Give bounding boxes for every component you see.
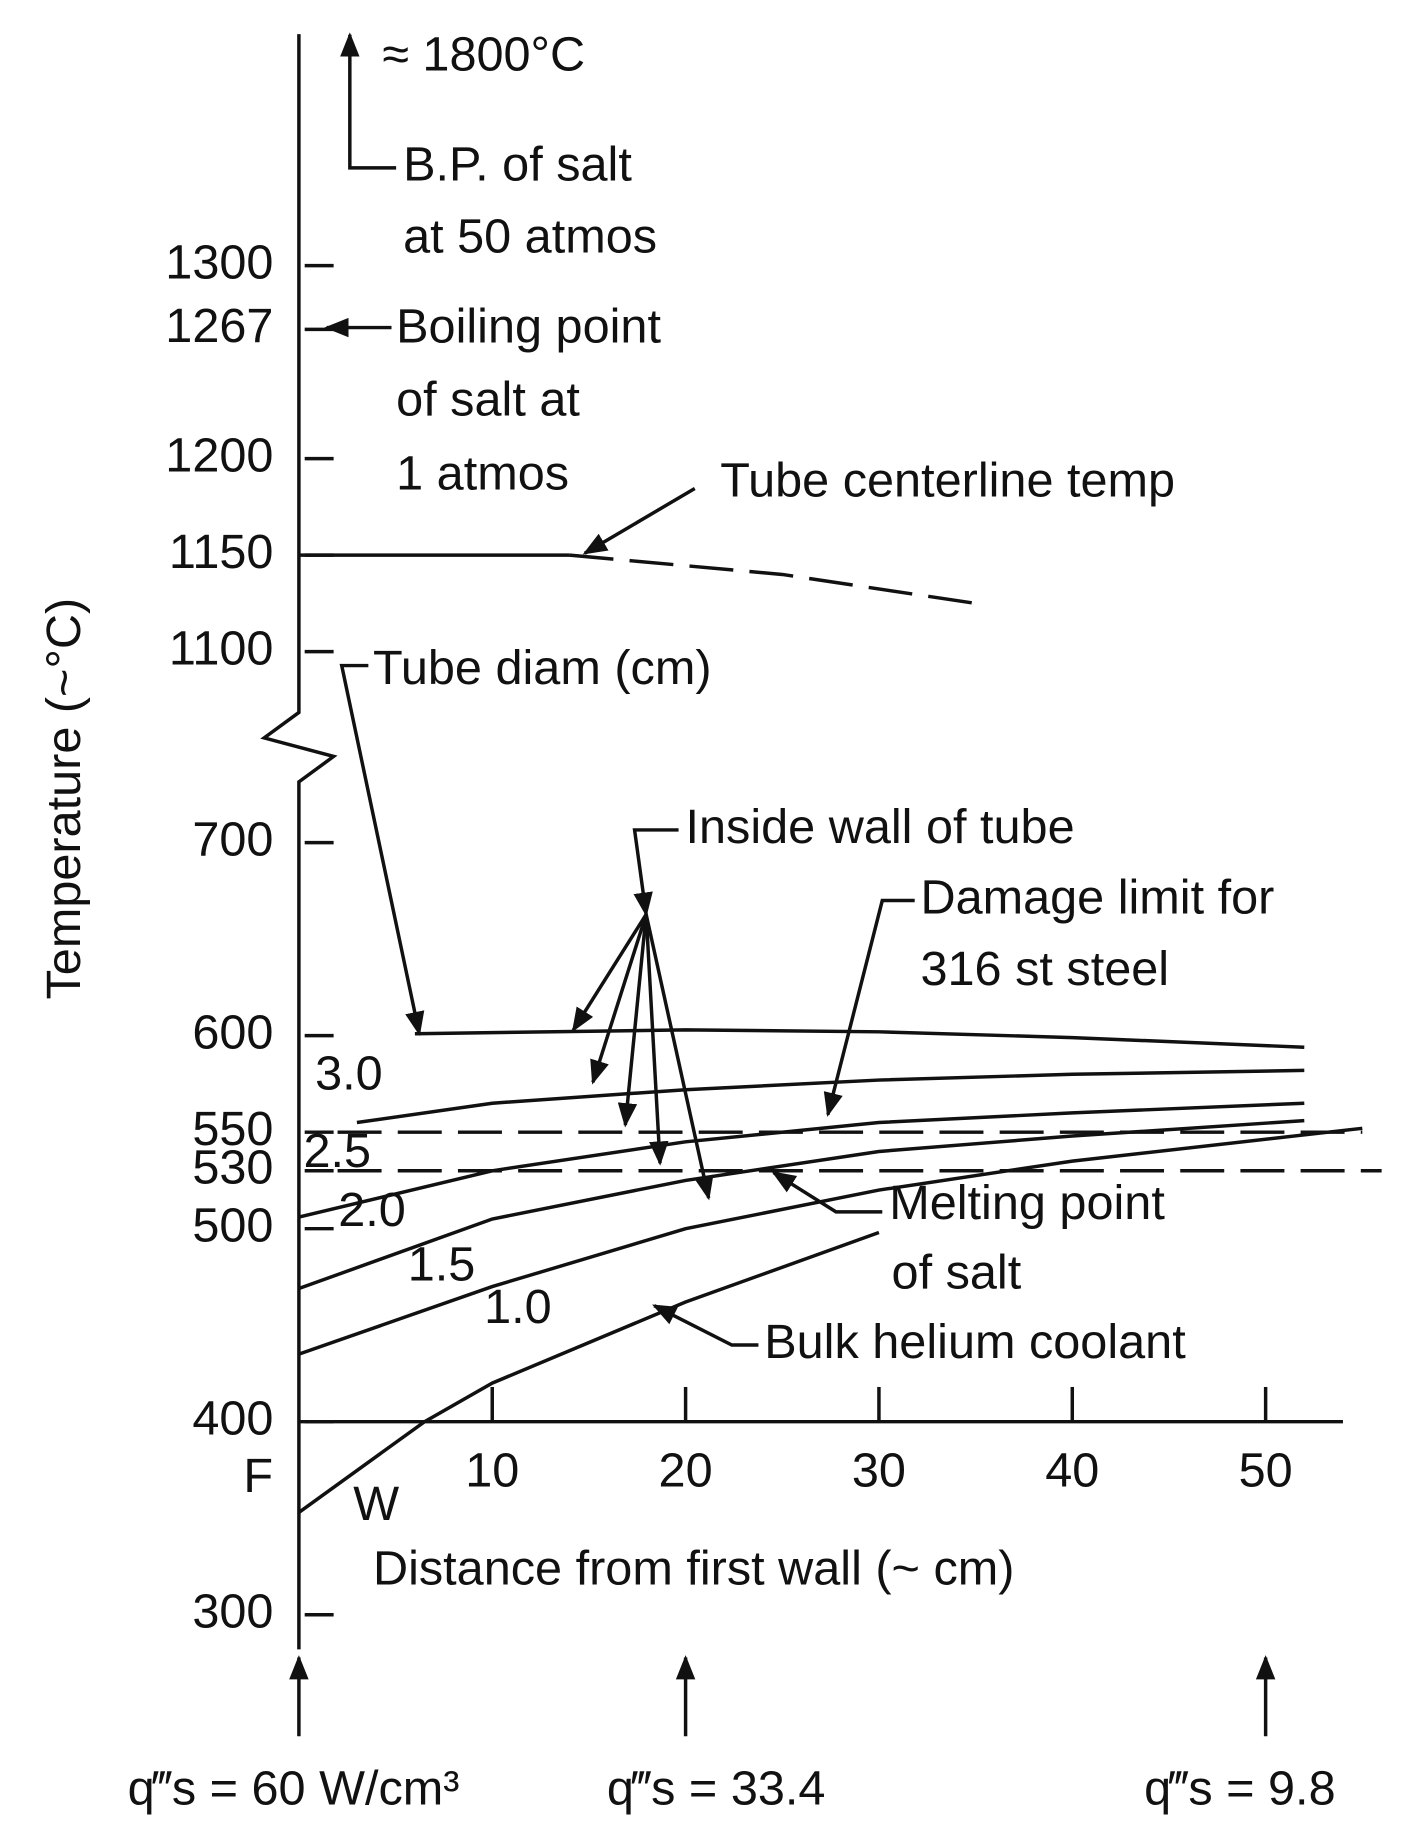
curve-label: 1.0 xyxy=(484,1280,552,1334)
annotation: of salt xyxy=(892,1245,1022,1299)
x-axis-title: Distance from first wall (~ cm) xyxy=(373,1542,1014,1596)
annotation: Inside wall of tube xyxy=(686,800,1075,854)
annotation: Boiling point xyxy=(396,300,661,354)
x-tick-label: 50 xyxy=(1239,1444,1293,1498)
annotation-arrow xyxy=(644,914,714,1201)
annotation-arrow xyxy=(617,914,648,1128)
y-tick-label: 1200 xyxy=(165,429,273,483)
annotation-arrow xyxy=(823,898,915,1118)
y-tick-label: 700 xyxy=(192,813,273,867)
y-tick-label: 1300 xyxy=(165,235,273,289)
curve-label: 3.0 xyxy=(315,1046,383,1100)
curve-label: 1.5 xyxy=(408,1237,476,1291)
x-tick-label: 40 xyxy=(1045,1444,1099,1498)
x-tick-label: 30 xyxy=(852,1444,906,1498)
annotation: at 50 atmos xyxy=(403,209,657,263)
heat-label: q‴s = 9.8 xyxy=(1144,1762,1336,1816)
annotation: of salt at xyxy=(396,373,580,427)
series-line xyxy=(356,1068,1305,1125)
y-tick-label: 550 xyxy=(192,1102,273,1156)
annotation: 316 st steel xyxy=(920,942,1169,996)
curve-label: 2.0 xyxy=(338,1183,406,1237)
annotation-arrow xyxy=(652,1304,759,1347)
annotation: B.P. of salt xyxy=(403,138,632,192)
annotation-arrow xyxy=(644,914,669,1166)
y-tick-label: 1267 xyxy=(165,299,273,353)
series-line xyxy=(298,1126,1363,1356)
y-tick-label: 530 xyxy=(192,1141,273,1195)
annotation-arrow xyxy=(590,913,648,1085)
y-tick-label: 400 xyxy=(192,1392,273,1446)
annotation-arrow xyxy=(771,1171,883,1214)
y-tick-label: 1150 xyxy=(169,525,274,579)
annotation: 1 atmos xyxy=(396,447,569,501)
annotation-arrow xyxy=(348,109,397,170)
x-tick-label: 20 xyxy=(659,1444,713,1498)
series-line xyxy=(569,553,976,606)
annotation: Tube diam (cm) xyxy=(373,641,712,695)
y-tick-label: 600 xyxy=(192,1006,273,1060)
series-line xyxy=(298,1118,1305,1291)
annotation-arrow xyxy=(582,486,696,555)
y-tick-label: 1100 xyxy=(169,622,274,676)
annotation: W xyxy=(353,1477,399,1531)
y-axis xyxy=(260,34,338,1650)
y-axis-title: Temperature (~°C) xyxy=(37,598,91,1000)
annotation-arrow xyxy=(571,913,648,1033)
annotation: F xyxy=(243,1449,273,1503)
heat-label: q‴s = 60 W/cm³ xyxy=(128,1762,460,1816)
series-line xyxy=(414,1028,1305,1049)
y-tick-label: 500 xyxy=(192,1199,273,1253)
annotation: Melting point xyxy=(889,1176,1165,1230)
series-line xyxy=(297,1230,880,1514)
heat-label: q‴s = 33.4 xyxy=(607,1762,826,1816)
x-tick-label: 10 xyxy=(465,1444,519,1498)
annotation-arrow xyxy=(339,663,425,1037)
annotation: Tube centerline temp xyxy=(720,454,1175,508)
annotation: Damage limit for xyxy=(920,870,1274,924)
annotation: Bulk helium coolant xyxy=(764,1315,1186,1369)
annotation: ≈ 1800°C xyxy=(382,28,585,82)
y-tick-label: 300 xyxy=(192,1585,273,1639)
annotation-arrow xyxy=(632,828,679,917)
